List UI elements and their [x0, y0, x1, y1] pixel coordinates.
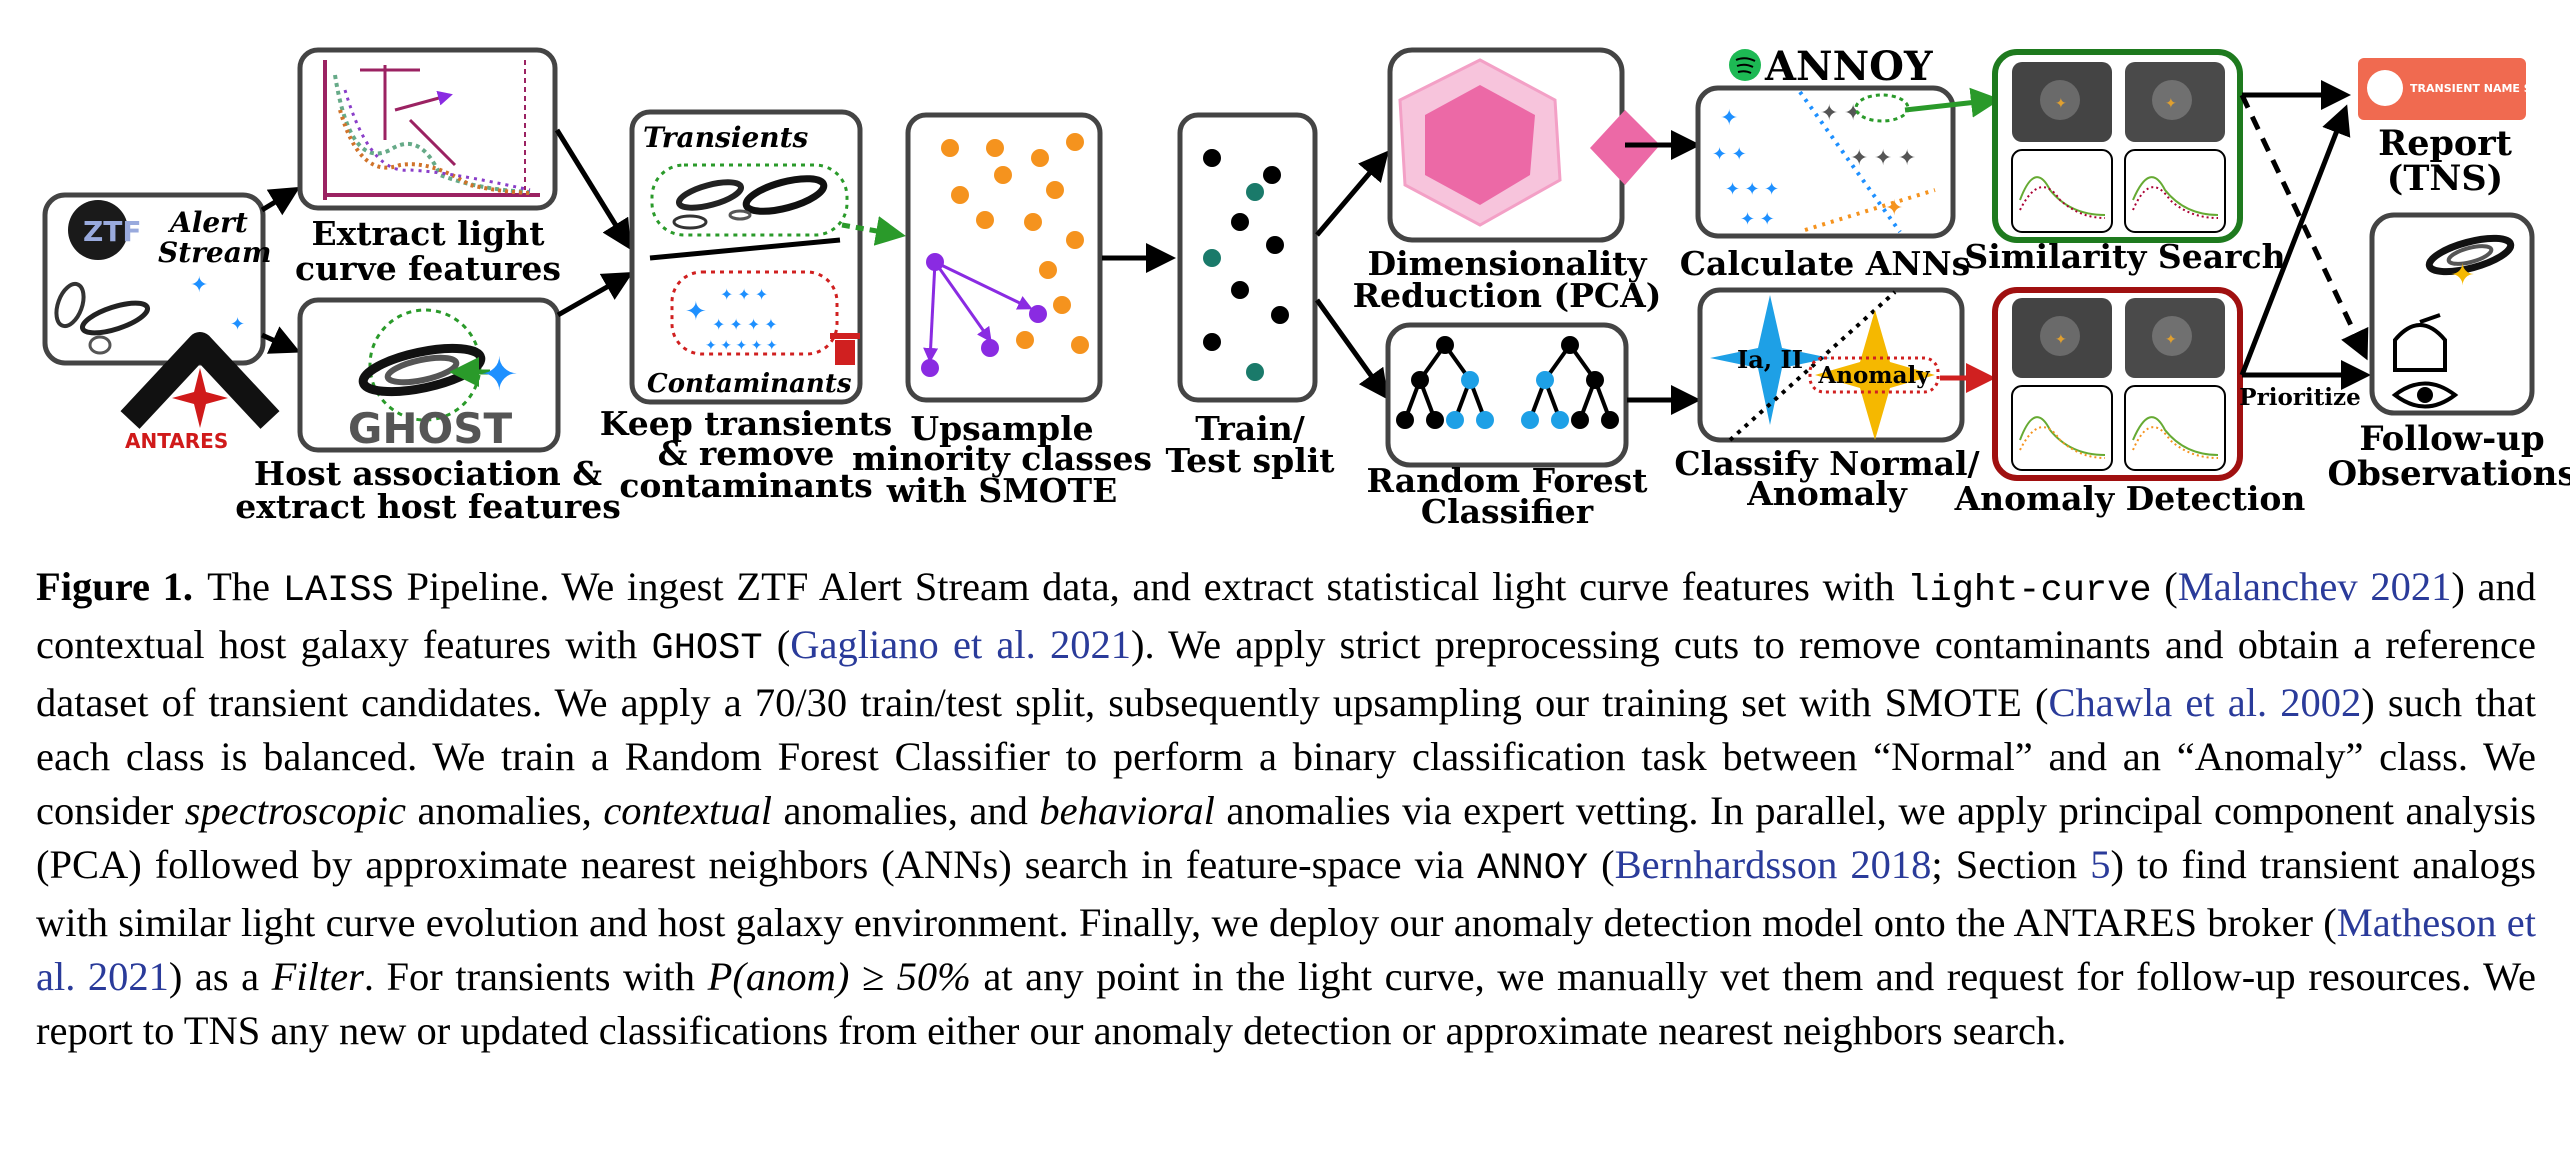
svg-text:✦ ✦: ✦ ✦ — [1712, 144, 1747, 164]
citation-link[interactable]: Bernhardsson 2018 — [1614, 842, 1932, 887]
svg-text:✦ ✦: ✦ ✦ — [1740, 209, 1775, 229]
alert-stream-box: ZTF Alert Stream ✦ ✦ — [42, 192, 272, 366]
keep-transients-box: Transients ✦ ✦ ✦ ✦ ✦ ✦ ✦ ✦ ✦ ✦ ✦ ✦ ✦ Con… — [629, 109, 863, 405]
svg-text:✦ ✦ ✦: ✦ ✦ ✦ — [720, 287, 768, 304]
annoy-label: ANNOY — [1764, 43, 1933, 90]
extract-lc-label-1: Extract light — [311, 214, 545, 253]
similarity-label: Similarity Search — [1964, 237, 2285, 276]
citation-link[interactable]: Gagliano et al. 2021 — [790, 622, 1132, 667]
svg-text:✦: ✦ — [2055, 97, 2067, 112]
keep-label-3: contaminants — [619, 466, 872, 505]
dimred-label-1: Dimensionality — [1367, 244, 1647, 283]
ghost-logo: GHOST — [348, 404, 513, 453]
ghost-package: GHOST — [651, 628, 763, 670]
anomaly-tag-label: Anomaly — [1817, 362, 1930, 389]
ghost-box: ✦ GHOST — [297, 297, 561, 453]
svg-text:✦: ✦ — [1720, 105, 1738, 130]
smote-box — [905, 112, 1103, 403]
followup-label-2: Observations — [2327, 454, 2570, 494]
alert-label: Alert — [167, 206, 248, 239]
citation-link[interactable]: Malanchev 2021 — [2177, 564, 2452, 609]
upsample-label-2: minority classes — [852, 439, 1152, 478]
rf-label-2: Classifier — [1421, 492, 1594, 531]
calc-ann-label: Calculate ANNs — [1680, 244, 1970, 283]
figure-label: Figure 1. — [36, 564, 194, 609]
transient-star-icon: ✦ — [480, 349, 519, 400]
followup-box: ✦ — [2369, 212, 2535, 416]
annoy-logo: ANNOY — [1729, 43, 1933, 90]
light-curve-package: light-curve — [1907, 570, 2152, 612]
ann-box: ✦ ✦ ✦ ✦ ✦ ✦ ✦ ✦ ✦ ✦ ✦ ✦ ✦ ✦ — [1695, 85, 1956, 239]
rf-label-1: Random Forest — [1367, 461, 1649, 500]
figure-caption: Figure 1. The LAISS Pipeline. We ingest Z… — [36, 564, 2537, 1053]
laiss-name: LAISS — [282, 570, 394, 612]
keep-label-1: Keep transients — [600, 404, 892, 443]
report-label-2: (TNS) — [2387, 158, 2503, 199]
star-icon: ✦ — [230, 314, 245, 334]
ia-ii-label: Ia, II — [1737, 345, 1803, 374]
tns-logo: TRANSIENT NAME SERVER — [2358, 58, 2570, 120]
svg-text:✦: ✦ — [2055, 333, 2067, 348]
similarity-box: ✦ ✦ — [1992, 49, 2243, 243]
antares-label: ANTARES — [125, 429, 228, 453]
host-assoc-label-2: extract host features — [235, 487, 621, 526]
svg-text:✦ ✦ ✦ ✦ ✦: ✦ ✦ ✦ ✦ ✦ — [705, 339, 778, 354]
antares-logo: ANTARES — [120, 332, 280, 453]
annoy-package: ANNOY — [1477, 848, 1589, 890]
svg-text:✦: ✦ — [2165, 333, 2177, 348]
followup-label-1: Follow-up — [2359, 419, 2544, 459]
eye-icon — [2391, 381, 2459, 409]
pca-box — [1387, 47, 1660, 243]
train-label-1: Train/ — [1195, 409, 1305, 448]
upsample-label-1: Upsample — [910, 409, 1093, 448]
contaminants-label: Contaminants — [647, 369, 852, 399]
svg-text:✦: ✦ — [2450, 259, 2475, 292]
train-label-2: Test split — [1165, 441, 1335, 480]
classify-label-1: Classify Normal/ — [1674, 444, 1980, 483]
tns-banner-text: TRANSIENT NAME SERVER — [2410, 82, 2570, 95]
host-assoc-label-1: Host association & — [254, 454, 602, 493]
upsample-label-3: with SMOTE — [886, 471, 1117, 510]
train-test-box — [1177, 112, 1318, 403]
math-expression: P(anom) ≥ 50% — [707, 954, 971, 999]
classify-label-2: Anomaly — [1746, 474, 1907, 513]
random-forest-box — [1385, 322, 1629, 468]
classify-box: Ia, II Anomaly — [1697, 287, 1965, 443]
citation-link[interactable]: Chawla et al. 2002 — [2048, 680, 2362, 725]
pipeline-diagram: ZTF Alert Stream ✦ ✦ ANTARES Extract lig… — [42, 43, 2570, 531]
keep-label-2: & remove — [658, 434, 835, 473]
svg-text:✦: ✦ — [685, 297, 707, 326]
ztf-logo-text: ZTF — [83, 215, 142, 248]
svg-text:✦ ✦: ✦ ✦ — [1820, 100, 1862, 125]
galaxy-icon — [54, 281, 151, 355]
prioritize-label: Prioritize — [2239, 384, 2360, 411]
section-link[interactable]: 5 — [2090, 842, 2111, 887]
svg-text:✦: ✦ — [2165, 97, 2177, 112]
trash-icon — [830, 333, 860, 365]
svg-text:✦ ✦ ✦: ✦ ✦ ✦ — [1850, 145, 1916, 170]
svg-text:✦: ✦ — [1885, 195, 1903, 220]
stream-label: Stream — [158, 236, 272, 269]
svg-text:✦ ✦ ✦: ✦ ✦ ✦ — [1725, 179, 1779, 199]
light-curve-box — [297, 47, 558, 211]
observatory-icon — [2393, 313, 2447, 372]
anomaly-detection-box: ✦ ✦ — [1992, 287, 2243, 481]
transients-label: Transients — [643, 121, 809, 154]
anomaly-detection-label: Anomaly Detection — [1954, 479, 2306, 518]
dimred-label-2: Reduction (PCA) — [1353, 276, 1662, 315]
citation-link[interactable]: Matheson et al. 2021 — [36, 900, 2536, 999]
extract-lc-label-2: curve features — [295, 249, 561, 288]
report-label-1: Report — [2378, 123, 2512, 164]
star-icon: ✦ — [190, 272, 208, 297]
svg-text:✦ ✦ ✦ ✦: ✦ ✦ ✦ ✦ — [712, 317, 778, 334]
